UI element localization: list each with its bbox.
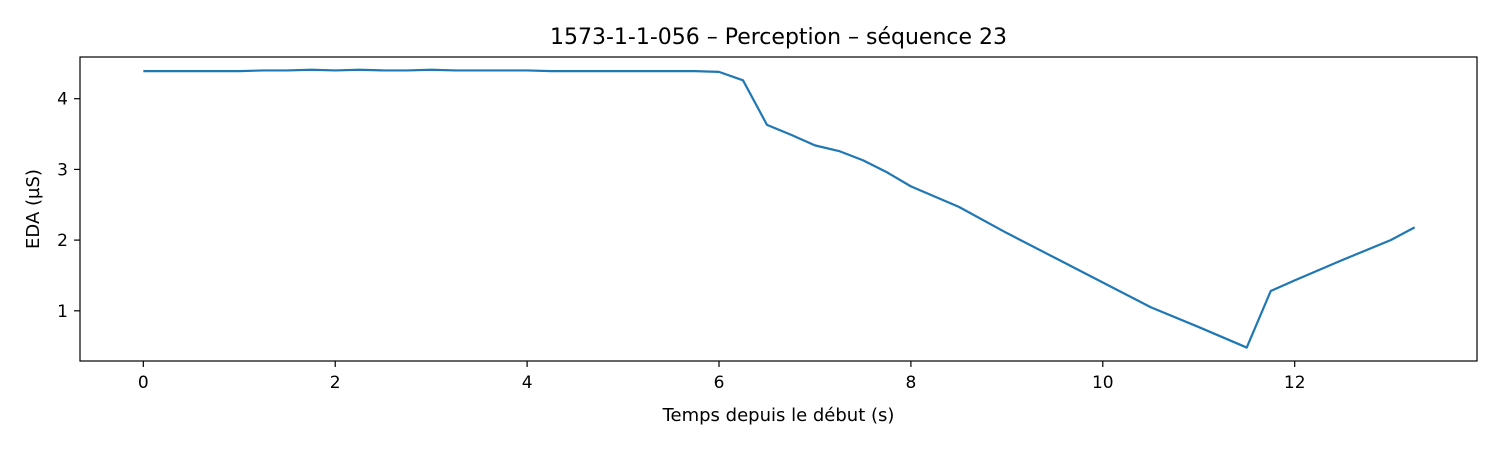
y-tick-label: 4 (57, 90, 68, 110)
x-tick-label: 10 (1092, 373, 1114, 393)
x-tick-label: 12 (1284, 373, 1306, 393)
y-axis: 1 2 3 4 (57, 90, 80, 322)
x-axis: 0 2 4 6 8 10 12 (138, 361, 1306, 393)
x-axis-label: Temps depuis le début (s) (662, 405, 895, 426)
chart-title: 1573-1-1-056 – Perception – séquence 23 (550, 25, 1007, 50)
x-tick-label: 0 (138, 373, 149, 393)
y-tick-label: 2 (57, 231, 68, 251)
x-tick-label: 6 (714, 373, 725, 393)
y-axis-label: EDA (µS) (23, 169, 44, 249)
series-line-eda (143, 68, 1416, 349)
y-tick-label: 3 (57, 160, 68, 180)
series-group (143, 68, 1416, 349)
x-tick-label: 8 (905, 373, 916, 393)
y-tick-label: 1 (57, 302, 68, 322)
x-tick-label: 2 (330, 373, 341, 393)
plot-area (79, 56, 1478, 362)
x-tick-label: 4 (522, 373, 533, 393)
